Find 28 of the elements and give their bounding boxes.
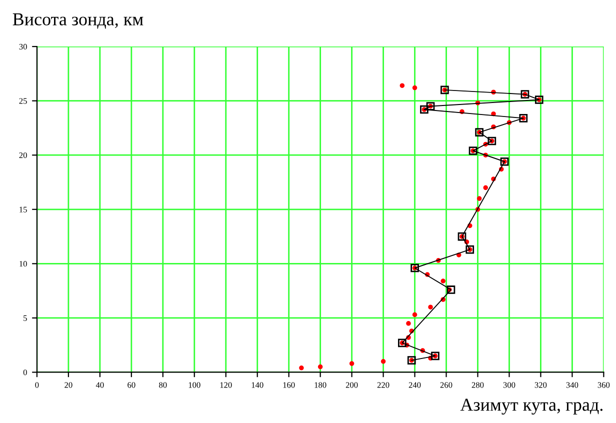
y-tick-label: 10 (20, 261, 27, 267)
y-tick-label: 25 (19, 98, 27, 104)
x-tick-label: 60 (128, 382, 136, 388)
x-tick-label: 160 (283, 382, 295, 388)
x-tick-label: 180 (314, 382, 326, 388)
y-tick-label: 30 (19, 44, 27, 50)
x-tick-label: 360 (598, 382, 610, 388)
y-tick-label: 20 (19, 152, 27, 158)
x-tick-label: 140 (252, 382, 264, 388)
x-tick-label: 280 (472, 382, 484, 388)
y-tick-label: 5 (24, 315, 27, 321)
x-tick-label: 80 (159, 382, 167, 388)
x-tick-label: 200 (346, 382, 358, 388)
x-tick-label: 220 (377, 382, 390, 388)
y-axis-title: Висота зонда, км (12, 13, 144, 29)
x-tick-label: 100 (188, 382, 200, 388)
x-tick-label: 120 (220, 382, 232, 388)
x-axis-title: Азимут кута, град. (460, 398, 602, 415)
x-tick-label: 320 (534, 382, 547, 388)
x-tick-label: 0 (35, 382, 39, 388)
x-tick-label: 240 (408, 382, 421, 388)
x-tick-label: 260 (440, 382, 452, 388)
x-tick-label: 40 (96, 382, 104, 388)
x-tick-label: 340 (566, 382, 578, 388)
x-tick-label: 300 (503, 382, 516, 388)
y-tick-label: 0 (23, 370, 27, 376)
x-tick-label: 20 (64, 382, 72, 388)
y-tick-label: 15 (20, 206, 27, 212)
